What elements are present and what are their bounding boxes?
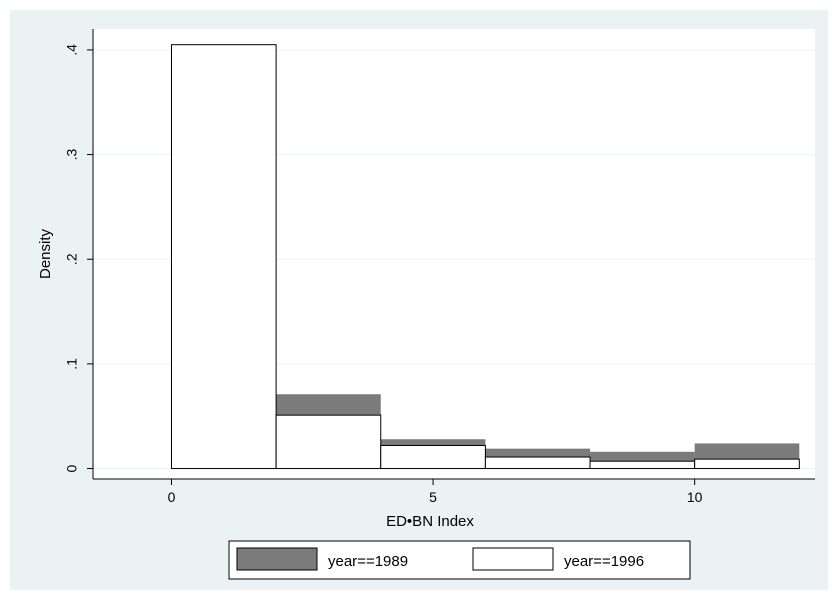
x-tick-label: 5 bbox=[429, 489, 437, 505]
bar-1996 bbox=[380, 445, 486, 470]
legend-swatch-1996 bbox=[472, 547, 554, 571]
ticks-layer: 0 .1 .2 .3 .4 0 5 10 bbox=[64, 44, 703, 505]
legend: year==1989 year==1996 bbox=[228, 540, 691, 580]
y-tick-label: 0 bbox=[64, 464, 80, 472]
x-tick-label: 10 bbox=[687, 489, 703, 505]
legend-label-1989: year==1989 bbox=[328, 553, 408, 570]
y-tick-label: .4 bbox=[64, 44, 80, 56]
legend-swatch-1989 bbox=[236, 547, 318, 571]
bar-1996 bbox=[484, 456, 591, 470]
bar-1996 bbox=[170, 44, 277, 470]
x-tick-label: 0 bbox=[168, 489, 176, 505]
y-tick-label: .3 bbox=[64, 149, 80, 161]
bars-layer bbox=[170, 44, 800, 470]
x-axis-title: ED•BN Index bbox=[386, 513, 474, 530]
bar-1996 bbox=[589, 460, 696, 470]
y-axis-title: Density bbox=[37, 228, 54, 279]
bar-1996 bbox=[275, 414, 382, 470]
y-tick-label: .2 bbox=[64, 253, 80, 265]
y-tick-label: .1 bbox=[64, 358, 80, 370]
legend-label-1996: year==1996 bbox=[564, 553, 644, 570]
bar-1996 bbox=[694, 458, 800, 470]
